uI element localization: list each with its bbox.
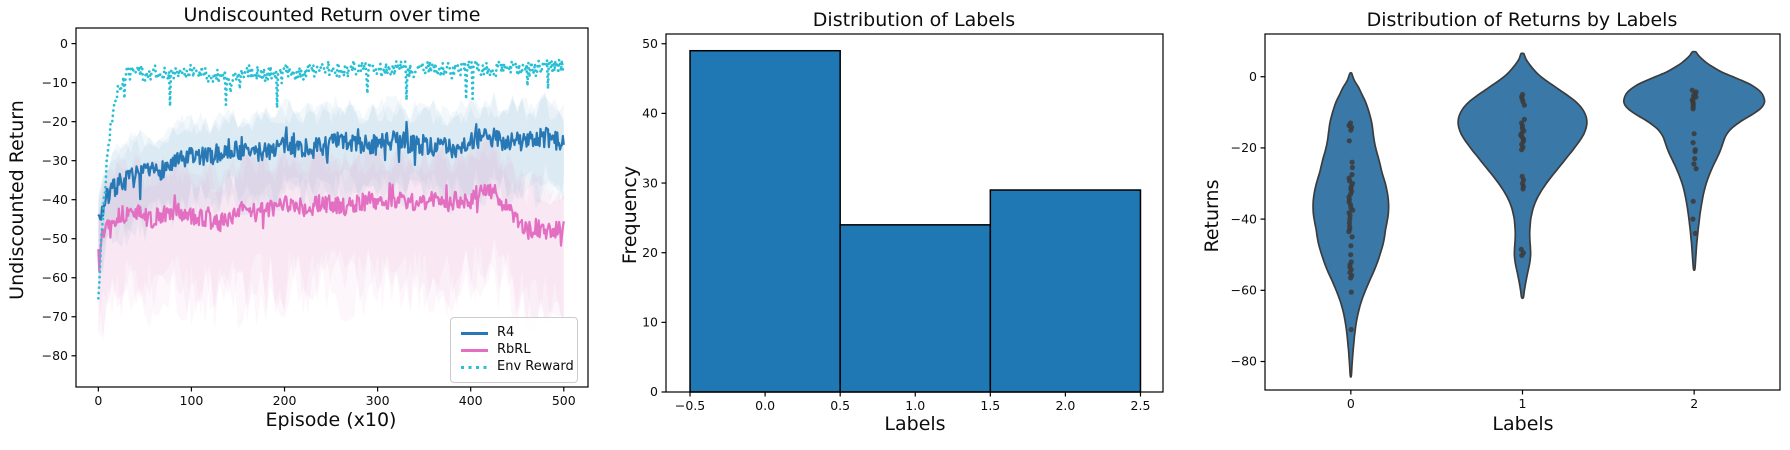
- hist-bar-0: [689, 49, 841, 393]
- violin-2-point: [1690, 198, 1696, 204]
- y-tick-label: −20: [1231, 140, 1257, 155]
- labels-hist-title: Distribution of Labels: [812, 9, 1016, 31]
- violin-0-point: [1349, 234, 1355, 240]
- legend-row-env-reward: Env Reward: [461, 359, 574, 375]
- violin-0-point: [1349, 172, 1355, 178]
- y-tick-label: 30: [642, 175, 658, 190]
- band-rbrl: [98, 131, 564, 342]
- axes-box-1: [665, 33, 1164, 393]
- violin-2-point: [1691, 131, 1697, 137]
- x-tick-label: 2: [1690, 396, 1698, 411]
- violin-1-point: [1521, 102, 1527, 108]
- legend-row-r4: R4: [461, 325, 567, 341]
- violin-plot-title: Distribution of Returns by Labels: [1366, 9, 1678, 31]
- r4-line-swatch: [461, 331, 488, 335]
- violin-0-point: [1346, 229, 1352, 235]
- y-tick-label: 10: [642, 315, 658, 330]
- x-tick-label: 200: [273, 393, 297, 408]
- violin-0-point: [1348, 243, 1354, 249]
- returns-plot-title: Undiscounted Return over time: [183, 4, 481, 26]
- violin-0-point: [1348, 326, 1354, 333]
- y-tick-label: −10: [42, 75, 68, 90]
- series-line-r4: [97, 120, 565, 221]
- violin-2-point: [1690, 216, 1696, 222]
- x-tick-label: 0.0: [755, 398, 775, 413]
- violin-1-point: [1520, 186, 1526, 192]
- y-tick-label: 0: [650, 384, 658, 399]
- y-tick-label: 0: [60, 36, 68, 51]
- y-tick-label: −30: [42, 153, 68, 168]
- y-tick-label: 50: [642, 36, 658, 51]
- x-tick-label: 2.0: [1055, 398, 1075, 413]
- band-r4: [98, 91, 564, 289]
- violin-0-point: [1348, 289, 1354, 295]
- labels-hist-xlabel: Labels: [884, 413, 946, 435]
- x-tick-label: 1.0: [905, 398, 925, 413]
- violin-2-point: [1692, 156, 1698, 162]
- violin-0-point: [1348, 275, 1354, 281]
- x-tick-label: −0.5: [675, 398, 705, 413]
- y-tick-label: 0: [1249, 69, 1257, 84]
- y-tick-label: −50: [42, 231, 68, 246]
- returns-plot-xlabel: Episode (x10): [265, 409, 397, 431]
- legend-box: R4 RbRL Env Reward: [450, 317, 578, 383]
- x-tick-label: 0.5: [830, 398, 850, 413]
- y-tick-label: −60: [42, 270, 68, 285]
- hist-bar-2: [989, 189, 1142, 393]
- env-reward-line-swatch: [461, 365, 488, 369]
- violin-0-point: [1348, 127, 1354, 133]
- x-tick-label: 100: [180, 393, 204, 408]
- violin-2-point: [1690, 140, 1696, 146]
- x-tick-label: 0: [1347, 396, 1355, 411]
- y-tick-label: 40: [642, 106, 658, 121]
- axes-box-2: [1264, 33, 1781, 391]
- violin-2-point: [1692, 148, 1698, 155]
- axes-box-0: [75, 27, 589, 388]
- x-tick-label: 0: [94, 393, 102, 408]
- band-r4: [98, 95, 564, 275]
- band-r4: [98, 91, 564, 255]
- violin-0-point: [1349, 164, 1355, 171]
- violin-2-point: [1692, 230, 1698, 236]
- x-tick-label: 500: [552, 393, 576, 408]
- hist-bar-1: [839, 224, 992, 393]
- violin-0-point: [1348, 252, 1354, 258]
- violin-plot-ylabel: Returns: [1201, 179, 1223, 253]
- violin-2-point: [1690, 106, 1696, 112]
- violin-1-point: [1519, 252, 1525, 258]
- legend-label-rbrl: RbRL: [497, 342, 531, 357]
- legend-label-r4: R4: [497, 325, 515, 340]
- violin-1-point: [1519, 147, 1525, 153]
- returns-plot-ylabel: Undiscounted Return: [6, 100, 28, 300]
- series-line-env-reward: [96, 58, 566, 300]
- y-tick-label: −60: [1231, 283, 1257, 298]
- violin-plot-xlabel: Labels: [1492, 413, 1554, 435]
- x-tick-label: 2.5: [1131, 398, 1151, 413]
- y-tick-label: −70: [42, 309, 68, 324]
- y-tick-label: 20: [642, 245, 658, 260]
- violin-2-point: [1691, 161, 1697, 167]
- x-tick-label: 400: [459, 393, 483, 408]
- y-tick-label: −20: [42, 114, 68, 129]
- violin-2-point: [1693, 166, 1699, 172]
- y-tick-label: −80: [42, 348, 68, 363]
- legend-label-env-reward: Env Reward: [497, 359, 574, 374]
- legend-row-rbrl: RbRL: [461, 342, 567, 358]
- violin-0-point: [1346, 138, 1352, 144]
- violin-1-point: [1521, 116, 1527, 122]
- x-tick-label: 1: [1519, 396, 1527, 411]
- x-tick-label: 300: [366, 393, 390, 408]
- rbrl-line-swatch: [461, 348, 488, 352]
- y-tick-label: −40: [1231, 211, 1257, 226]
- y-tick-label: −80: [1231, 354, 1257, 369]
- y-tick-label: −40: [42, 192, 68, 207]
- x-tick-label: 1.5: [980, 398, 1000, 413]
- violin-0-point: [1349, 159, 1355, 165]
- labels-hist-ylabel: Frequency: [619, 165, 641, 265]
- series-line-rbrl: [97, 182, 565, 273]
